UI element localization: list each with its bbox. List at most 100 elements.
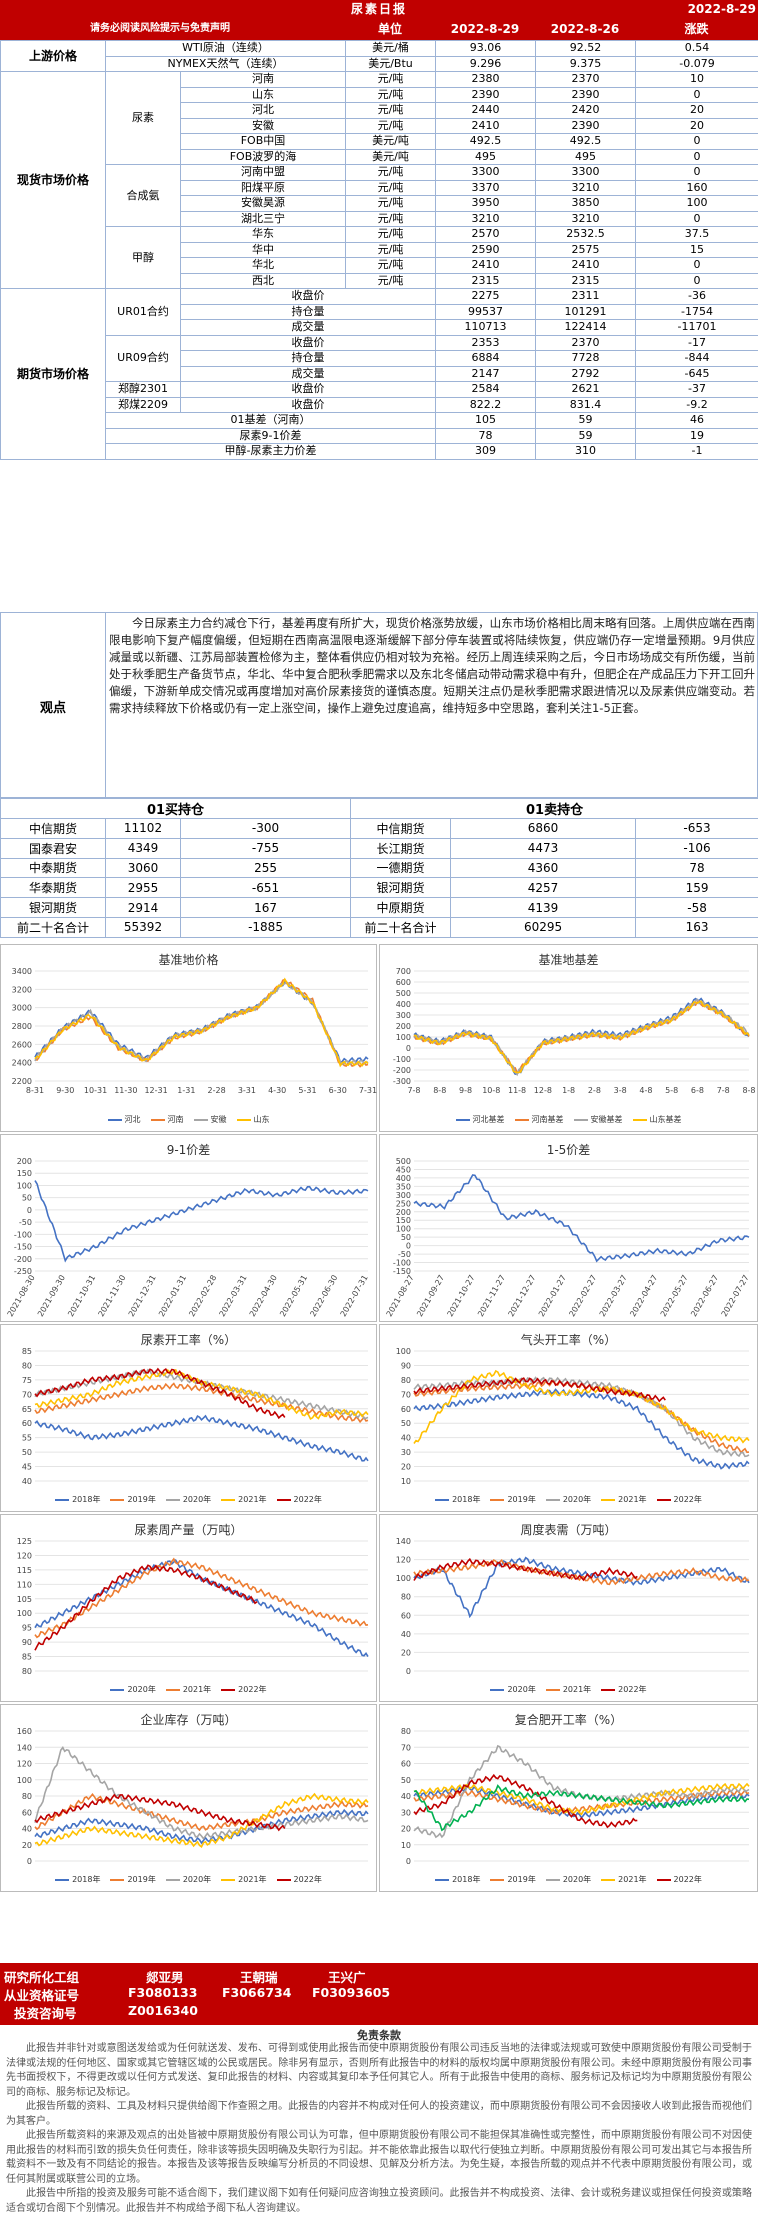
table-row: 阳煤平原 元/吨 3370 3210 160 bbox=[1, 179, 758, 196]
legend-label: 山东 bbox=[253, 1115, 270, 1124]
spot-group-label: 甲醇 bbox=[105, 226, 181, 289]
y-tick-label: 250 bbox=[396, 1199, 411, 1208]
y-tick-label: 0 bbox=[406, 1667, 411, 1676]
chart-svg: 40 45 50 55 60 65 70 75 80 85 bbox=[22, 1347, 369, 1486]
y-tick-label: 500 bbox=[396, 1157, 411, 1166]
y-tick-label: 70 bbox=[401, 1743, 411, 1752]
legend-item: 2021年 bbox=[221, 1494, 267, 1505]
y-tick-label: 140 bbox=[17, 1743, 32, 1752]
y-tick-label: 40 bbox=[22, 1825, 32, 1834]
legend-label: 2018年 bbox=[72, 1875, 101, 1884]
chart-panel: 9-1价差 -250 -200 -150 -100 -50 0 50 100 150 200 2021… bbox=[0, 1134, 377, 1322]
legend-item: 2018年 bbox=[435, 1494, 480, 1505]
legend-label: 河南 bbox=[167, 1115, 184, 1124]
item-previous: 2410 bbox=[535, 257, 636, 274]
item-previous: 59 bbox=[535, 427, 636, 444]
series-line bbox=[413, 998, 750, 1077]
table-row: 持仓量 99537 101291 -1754 bbox=[1, 303, 758, 320]
x-tick-label: 2022-03-27 bbox=[598, 1274, 629, 1319]
item-change: 0 bbox=[635, 133, 758, 150]
legend-swatch bbox=[490, 1878, 505, 1881]
item-current: 6884 bbox=[435, 350, 536, 367]
chart-panel: 复合肥开工率（%） 0 10 20 30 40 50 60 70 80 2018年 2019年 2020… bbox=[379, 1704, 758, 1892]
y-tick-label: 105 bbox=[17, 1595, 32, 1604]
table-row: 湖北三宁 元/吨 3210 3210 0 bbox=[1, 210, 758, 227]
table-row: 国泰君安 4349 -755 长江期货 4473 -106 bbox=[0, 837, 758, 859]
item-name: 成交量 bbox=[180, 319, 436, 336]
futures-label: 期货市场价格 bbox=[0, 288, 106, 460]
legend-swatch bbox=[514, 1118, 529, 1121]
legend-label: 2022年 bbox=[673, 1495, 702, 1504]
y-tick-label: 100 bbox=[396, 1347, 411, 1356]
col-prev-date: 2022-8-26 bbox=[550, 22, 620, 36]
legend-swatch bbox=[165, 1498, 180, 1501]
legend-item: 2020年 bbox=[545, 1874, 591, 1885]
series-line bbox=[34, 1368, 369, 1421]
legend-label: 2022年 bbox=[293, 1495, 322, 1504]
item-change: 20 bbox=[635, 117, 758, 134]
item-change: 10 bbox=[635, 71, 758, 88]
item-current: 105 bbox=[435, 412, 536, 429]
item-change: -1754 bbox=[635, 303, 758, 320]
x-tick-label: 3-8 bbox=[614, 1086, 627, 1095]
series-line bbox=[413, 1556, 750, 1619]
y-tick-label: 0 bbox=[27, 1206, 32, 1215]
item-current: 93.06 bbox=[435, 40, 536, 57]
item-previous: 9.375 bbox=[535, 55, 636, 72]
short-volume: 60295 bbox=[450, 916, 637, 938]
item-change: 0 bbox=[635, 272, 758, 289]
x-tick-label: 12-31 bbox=[144, 1086, 167, 1095]
chart-legend: 2018年 2019年 2020年 2021年 2022年 bbox=[380, 1874, 757, 1885]
series-line bbox=[34, 1414, 369, 1462]
analyst-name-2: 王朝瑞 bbox=[240, 1970, 278, 1985]
short-change: -653 bbox=[635, 818, 758, 839]
item-change: -36 bbox=[635, 288, 758, 305]
legend-swatch bbox=[573, 1118, 588, 1121]
y-tick-label: 85 bbox=[22, 1347, 32, 1356]
legend-item: 2020年 bbox=[165, 1494, 211, 1505]
item-current: 3300 bbox=[435, 164, 536, 181]
item-current: 492.5 bbox=[435, 133, 536, 150]
long-volume: 4349 bbox=[105, 837, 181, 859]
table-row: UR09合约 收盘价 2353 2370 -17 bbox=[1, 334, 758, 382]
y-tick-label: -300 bbox=[393, 1077, 411, 1086]
x-tick-label: 2021-10-27 bbox=[446, 1274, 477, 1319]
report-title: 尿素日报 bbox=[350, 2, 407, 16]
item-previous: 59 bbox=[535, 412, 636, 429]
y-tick-label: -100 bbox=[393, 1055, 411, 1064]
item-previous: 122414 bbox=[535, 319, 636, 336]
x-tick-label: 2022-05-31 bbox=[278, 1274, 309, 1319]
item-unit: 元/吨 bbox=[345, 226, 436, 243]
long-change: 167 bbox=[179, 897, 352, 918]
long-broker: 华泰期货 bbox=[0, 877, 106, 899]
series-line bbox=[413, 1369, 750, 1444]
y-tick-label: 0 bbox=[406, 1242, 411, 1251]
y-tick-label: -50 bbox=[398, 1250, 411, 1259]
y-tick-label: 20 bbox=[401, 1825, 411, 1834]
cert-3: F03093605 bbox=[312, 1985, 391, 2000]
legend-item: 2018年 bbox=[55, 1874, 100, 1885]
item-name: FOB波罗的海 bbox=[180, 148, 346, 165]
legend-label: 河北 bbox=[124, 1115, 141, 1124]
item-current: 495 bbox=[435, 148, 536, 165]
legend-label: 2019年 bbox=[127, 1495, 156, 1504]
legend-label: 2019年 bbox=[507, 1495, 536, 1504]
legend-swatch bbox=[55, 1878, 70, 1881]
item-unit: 元/吨 bbox=[345, 179, 436, 196]
long-positions-title: 01买持仓 bbox=[0, 798, 352, 819]
spot-group-label: 尿素 bbox=[105, 71, 181, 165]
y-tick-label: 0 bbox=[406, 1044, 411, 1053]
x-tick-label: 12-8 bbox=[534, 1086, 552, 1095]
x-tick-label: 2022-07-27 bbox=[720, 1274, 751, 1319]
item-current: 78 bbox=[435, 427, 536, 444]
col-cur-date: 2022-8-29 bbox=[450, 22, 520, 36]
chart-title: 气头开工率（%） bbox=[520, 1333, 617, 1347]
legend-item: 2022年 bbox=[276, 1494, 322, 1505]
item-previous: 2532.5 bbox=[535, 226, 636, 243]
x-tick-label: 10-31 bbox=[84, 1086, 107, 1095]
x-tick-label: 8-8 bbox=[742, 1086, 755, 1095]
series-line bbox=[413, 1376, 750, 1458]
x-tick-label: 2021-08-30 bbox=[6, 1274, 37, 1319]
x-tick-label: 2-8 bbox=[588, 1086, 601, 1095]
chart-legend: 2020年 2021年 2022年 bbox=[1, 1684, 376, 1695]
